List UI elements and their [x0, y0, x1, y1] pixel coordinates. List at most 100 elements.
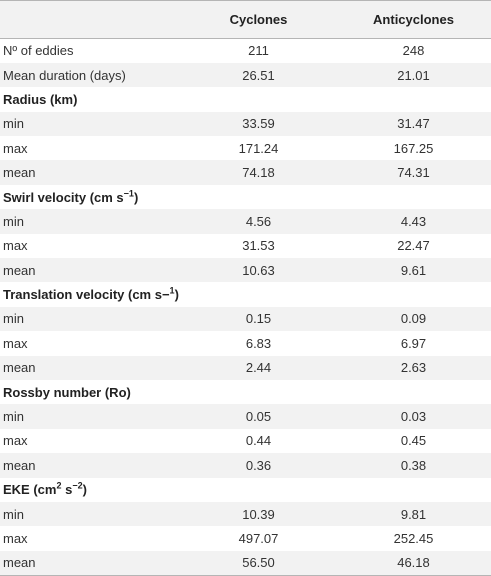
anticyclones-value — [336, 282, 491, 306]
anticyclones-value — [336, 185, 491, 209]
label-superscript: 2 — [56, 480, 62, 491]
label-text: Nº of eddies — [3, 43, 74, 59]
anticyclones-value: 46.18 — [397, 555, 430, 571]
row-label: max — [0, 136, 181, 160]
table-row: Nº of eddies 211 248 — [0, 38, 491, 63]
anticyclones-value — [336, 87, 491, 111]
cyclones-value: 2.44 — [245, 360, 272, 376]
table-row: max 0.44 0.45 — [0, 428, 491, 454]
label-text: mean — [3, 360, 36, 376]
cyclones-value: 0.15 — [245, 311, 272, 327]
label-text-middle: s — [61, 482, 73, 498]
section-heading: Rossby number (Ro) — [0, 380, 181, 404]
header-anticyclones: Anticyclones — [373, 12, 454, 27]
anticyclones-value: 9.81 — [400, 506, 427, 522]
table-row: mean 10.63 9.61 — [0, 258, 491, 283]
anticyclones-value: 4.43 — [400, 213, 427, 229]
anticyclones-value — [336, 380, 491, 404]
row-label: min — [0, 307, 181, 331]
cyclones-value: 171.24 — [238, 140, 279, 156]
label-text: max — [3, 140, 28, 156]
cyclones-value: 10.63 — [242, 262, 275, 278]
row-label: min — [0, 502, 181, 526]
row-label: mean — [0, 453, 181, 477]
label-text: Swirl velocity (cm s — [3, 189, 124, 205]
table-row: max 497.07 252.45 — [0, 526, 491, 551]
anticyclones-value: 31.47 — [397, 116, 430, 132]
anticyclones-value: 6.97 — [400, 335, 427, 351]
cyclones-value — [181, 185, 336, 209]
label-text: max — [3, 238, 28, 254]
cyclones-value: 74.18 — [242, 165, 275, 181]
header-label-column — [0, 1, 181, 39]
cyclones-value: 33.59 — [242, 116, 275, 132]
label-text-tail: ) — [133, 189, 139, 205]
cyclones-value: 497.07 — [238, 531, 279, 546]
table-row: max 171.24 167.25 — [0, 136, 491, 161]
section-row: Rossby number (Ro) — [0, 379, 491, 405]
anticyclones-value: 21.01 — [397, 67, 430, 83]
header-cyclones: Cyclones — [229, 12, 288, 27]
label-text-tail: ) — [174, 287, 179, 303]
anticyclones-value: 248 — [402, 43, 425, 59]
anticyclones-value: 22.47 — [397, 238, 430, 254]
label-text: min — [3, 311, 24, 327]
section-heading: Translation velocity (cm s−1) — [0, 282, 181, 306]
label-text: min — [3, 213, 24, 229]
label-text: mean — [3, 262, 36, 278]
label-text: max — [3, 335, 28, 351]
label-superscript-second: −2 — [72, 480, 83, 491]
table-body: Nº of eddies 211 248 Mean duration (days) 26… — [0, 38, 491, 576]
table-header: Cyclones Anticyclones — [0, 0, 491, 39]
label-text: min — [3, 409, 24, 425]
cyclones-value: 0.44 — [245, 433, 272, 449]
label-text: EKE (cm — [3, 482, 57, 498]
label-text: mean — [3, 165, 36, 181]
table-row: mean 56.50 46.18 — [0, 550, 491, 576]
table-row: min 0.05 0.03 — [0, 404, 491, 429]
label-text: min — [3, 116, 24, 132]
row-label: Nº of eddies — [0, 39, 181, 63]
section-heading: Radius (km) — [0, 87, 181, 111]
anticyclones-value: 252.45 — [393, 531, 434, 546]
cyclones-value: 56.50 — [242, 555, 275, 571]
row-label: max — [0, 331, 181, 355]
label-text: max — [3, 531, 28, 546]
cyclones-value: 211 — [248, 43, 269, 59]
label-text: min — [3, 506, 24, 522]
cyclones-value: 31.53 — [242, 238, 275, 254]
label-superscript: 1 — [169, 285, 175, 296]
cyclones-value: 10.39 — [242, 506, 275, 522]
cyclones-value — [181, 478, 336, 502]
anticyclones-value: 9.61 — [400, 262, 427, 278]
cyclones-value: 4.56 — [245, 213, 272, 229]
cyclones-value — [181, 87, 336, 111]
row-label: mean — [0, 551, 181, 575]
cyclones-value: 0.05 — [245, 409, 272, 425]
table-row: min 10.39 9.81 — [0, 501, 491, 527]
label-superscript: −1 — [123, 188, 134, 199]
anticyclones-value: 0.45 — [400, 433, 427, 449]
section-heading: Swirl velocity (cm s−1) — [0, 185, 181, 209]
row-label: max — [0, 234, 181, 258]
section-row: Swirl velocity (cm s−1) — [0, 184, 491, 210]
table-row: min 0.15 0.09 — [0, 306, 491, 332]
label-text: max — [3, 433, 28, 449]
table-row: mean 0.36 0.38 — [0, 453, 491, 478]
row-label: min — [0, 404, 181, 428]
anticyclones-value: 167.25 — [393, 140, 434, 156]
section-heading: EKE (cm2 s−2) — [0, 478, 181, 502]
label-text: Rossby number (Ro) — [3, 384, 131, 400]
cyclones-value — [181, 380, 336, 404]
row-label: mean — [0, 160, 181, 184]
anticyclones-value: 0.38 — [400, 457, 427, 473]
table-row: mean 74.18 74.31 — [0, 160, 491, 185]
anticyclones-value: 2.63 — [400, 360, 427, 376]
label-text: mean — [3, 457, 36, 473]
row-label: max — [0, 429, 181, 453]
row-label: max — [0, 526, 181, 550]
header-row: Cyclones Anticyclones — [0, 0, 491, 39]
table-row: min 33.59 31.47 — [0, 111, 491, 137]
